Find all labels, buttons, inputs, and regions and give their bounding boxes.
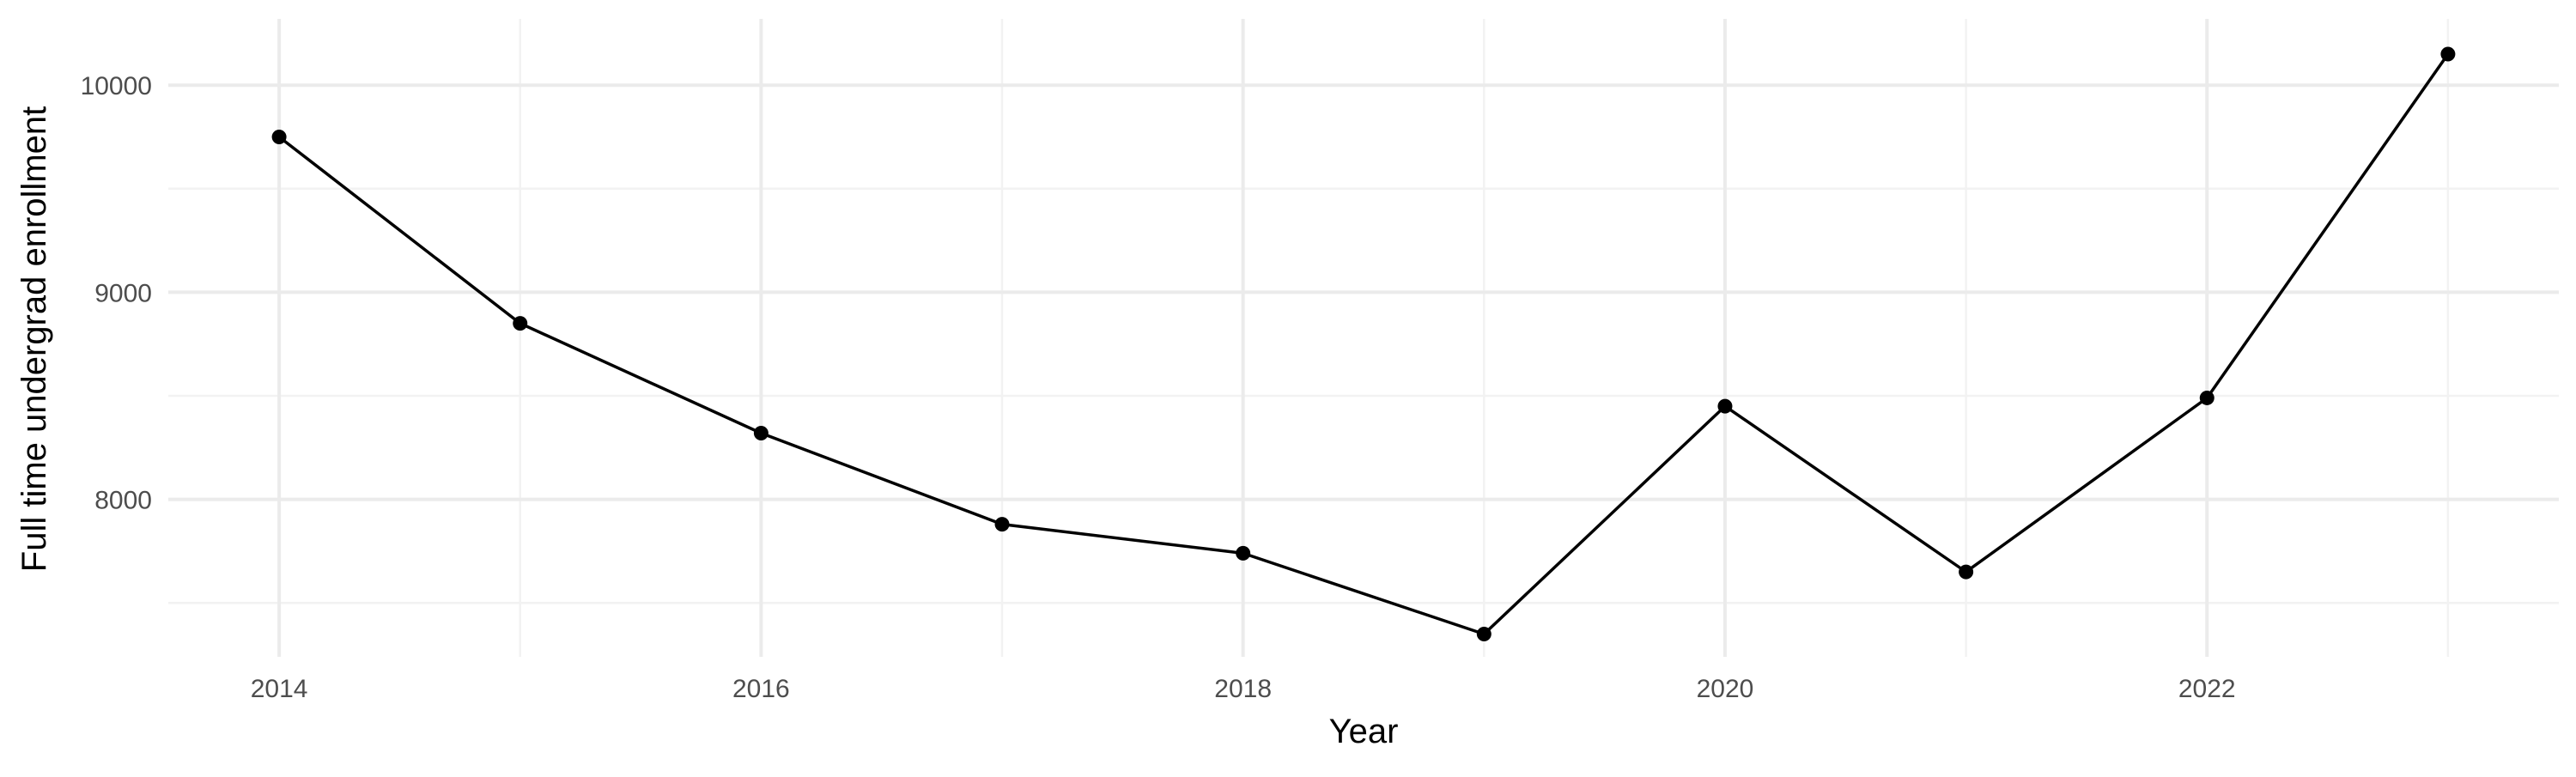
x-tick-label: 2016 [732,675,790,703]
x-tick-label: 2020 [1697,675,1754,703]
data-point [994,517,1010,532]
y-tick-label: 8000 [94,487,152,515]
y-tick-label: 9000 [94,279,152,307]
data-point [1476,626,1492,641]
x-axis-ticks: 2014 2016 2018 2020 2022 [251,675,2236,703]
series-line [278,52,2450,636]
x-tick-label: 2018 [1214,675,1272,703]
grid-layer [168,19,2559,657]
data-point [1236,545,1251,561]
x-tick-label: 2022 [2178,675,2236,703]
data-point [2199,390,2215,405]
x-tick-label: 2014 [251,675,308,703]
series-layer [271,46,2456,641]
data-point [271,130,287,145]
data-point [753,425,769,440]
data-point [2440,46,2456,62]
y-tick-label: 10000 [81,72,152,100]
data-point [513,316,528,331]
data-point [1959,564,1974,580]
x-axis-title: Year [1329,713,1399,750]
y-axis-title: Full time undergrad enrollment [15,106,53,572]
y-axis-ticks: 8000 9000 10000 [81,72,152,514]
data-point [1717,398,1733,414]
